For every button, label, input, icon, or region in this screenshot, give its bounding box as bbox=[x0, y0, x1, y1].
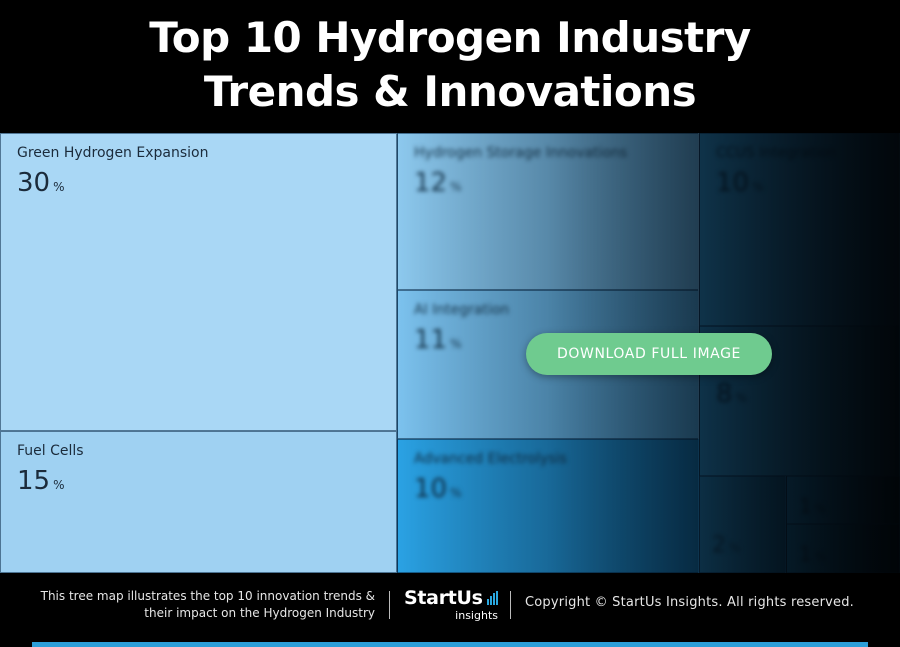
tile-unit: % bbox=[53, 478, 65, 492]
logo-wordmark: StartUs bbox=[404, 587, 483, 609]
tile-5: CCUS Integration 10% bbox=[699, 133, 900, 326]
tile-unit: % bbox=[752, 180, 764, 194]
tile-unit: % bbox=[729, 541, 741, 555]
footer: This tree map illustrates the top 10 inn… bbox=[0, 573, 900, 647]
footer-accent-bar bbox=[32, 642, 868, 647]
tile-4: Advanced Electrolysis 10% bbox=[397, 439, 699, 573]
tile-value: 1 bbox=[799, 494, 812, 518]
tile-label: Fuel Cells bbox=[17, 443, 84, 459]
tile-value: 1 bbox=[799, 542, 812, 566]
footer-divider bbox=[510, 591, 511, 619]
tile-unit: % bbox=[450, 486, 462, 500]
tile-unit: % bbox=[450, 180, 462, 194]
tile-0: Green Hydrogen Expansion 30% bbox=[0, 133, 397, 431]
tile-label: Green Hydrogen Expansion bbox=[17, 145, 209, 161]
tile-value: 10 bbox=[414, 474, 448, 504]
treemap-chart: Green Hydrogen Expansion 30% Fuel Cells … bbox=[0, 133, 900, 573]
tile-value: 15 bbox=[17, 466, 51, 496]
tile-1: Fuel Cells 15% bbox=[0, 431, 397, 573]
tile-unit: % bbox=[814, 502, 827, 516]
header: Top 10 Hydrogen Industry Trends & Innova… bbox=[0, 0, 900, 133]
logo-bars-icon bbox=[487, 591, 499, 605]
page-title-line-1: Top 10 Hydrogen Industry bbox=[149, 13, 751, 62]
page-title-line-2: Trends & Innovations bbox=[203, 67, 697, 116]
tile-value: 12 bbox=[414, 168, 448, 198]
tile-unit: % bbox=[450, 337, 462, 351]
tile-value: 30 bbox=[17, 168, 51, 198]
tile-value: 11 bbox=[414, 325, 448, 355]
tile-9: 1% bbox=[786, 524, 900, 573]
footer-divider bbox=[389, 591, 390, 619]
tile-unit: % bbox=[814, 550, 827, 564]
tile-8: 1% bbox=[786, 476, 900, 524]
tile-7: 2% bbox=[699, 476, 786, 573]
startus-logo[interactable]: StartUs insights bbox=[404, 587, 500, 623]
tile-label: Advanced Electrolysis bbox=[414, 451, 567, 467]
tile-value: 2 bbox=[712, 533, 726, 558]
tile-2: Hydrogen Storage Innovations 12% bbox=[397, 133, 699, 290]
tile-label: AI Integration bbox=[414, 302, 510, 318]
logo-subtext: insights bbox=[455, 609, 498, 622]
tile-label: CCUS Integration bbox=[716, 145, 837, 161]
tile-value: 8 bbox=[716, 379, 733, 409]
footer-description: This tree map illustrates the top 10 inn… bbox=[40, 589, 375, 620]
tile-unit: % bbox=[735, 391, 747, 405]
download-full-image-button[interactable]: DOWNLOAD FULL IMAGE bbox=[526, 333, 772, 375]
copyright-text: Copyright © StartUs Insights. All rights… bbox=[525, 595, 854, 610]
tile-value: 10 bbox=[716, 168, 750, 198]
tile-unit: % bbox=[53, 180, 65, 194]
tile-label: Hydrogen Storage Innovations bbox=[414, 145, 628, 161]
